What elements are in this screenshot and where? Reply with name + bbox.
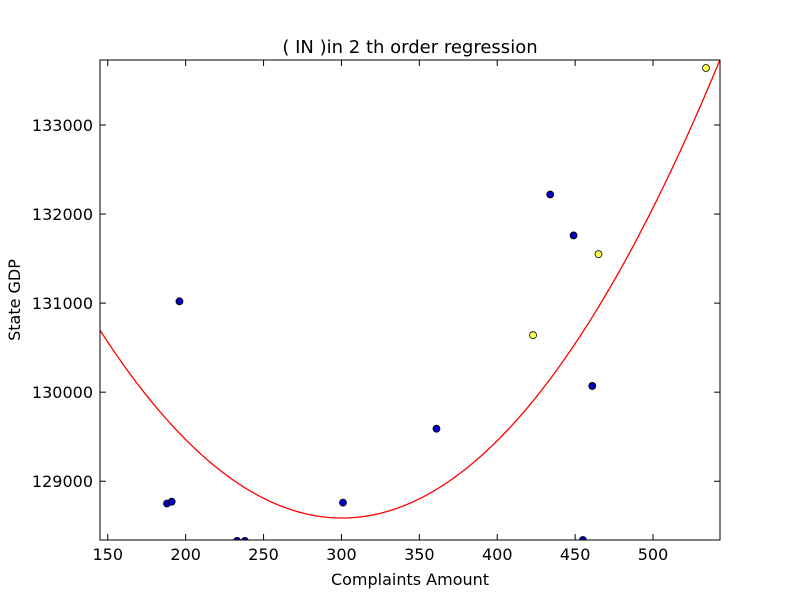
x-tick-label: 500: [638, 545, 669, 564]
x-tick-label: 150: [93, 545, 124, 564]
y-axis-title: State GDP: [5, 259, 24, 341]
x-tick-label: 250: [248, 545, 279, 564]
x-tick-label: 350: [404, 545, 435, 564]
x-axis-title: Complaints Amount: [331, 570, 489, 589]
x-tick-label: 400: [482, 545, 513, 564]
plot-frame: [99, 59, 721, 541]
data-point: [432, 424, 441, 433]
data-point: [241, 536, 249, 540]
data-point: [233, 536, 241, 540]
data-point: [339, 498, 347, 507]
highlight-data-point: [702, 64, 710, 72]
y-tick-label: 132000: [32, 205, 93, 224]
regression-curve: [100, 60, 720, 519]
y-tick-label: 130000: [32, 383, 93, 402]
data-point: [569, 231, 578, 240]
x-tick-label: 300: [326, 545, 357, 564]
data-point: [167, 497, 176, 506]
chart-title: ( IN )in 2 th order regression: [282, 37, 537, 58]
data-point: [579, 536, 587, 540]
highlight-data-point: [529, 331, 537, 340]
y-tick-label: 133000: [32, 116, 93, 135]
data-point: [546, 190, 555, 199]
highlight-data-point: [594, 250, 603, 259]
data-point: [588, 382, 597, 390]
x-tick-label: 450: [560, 545, 591, 564]
x-tick-label: 200: [170, 545, 201, 564]
y-tick-label: 129000: [32, 472, 93, 491]
data-point: [175, 297, 184, 306]
y-tick-label: 131000: [32, 294, 93, 313]
